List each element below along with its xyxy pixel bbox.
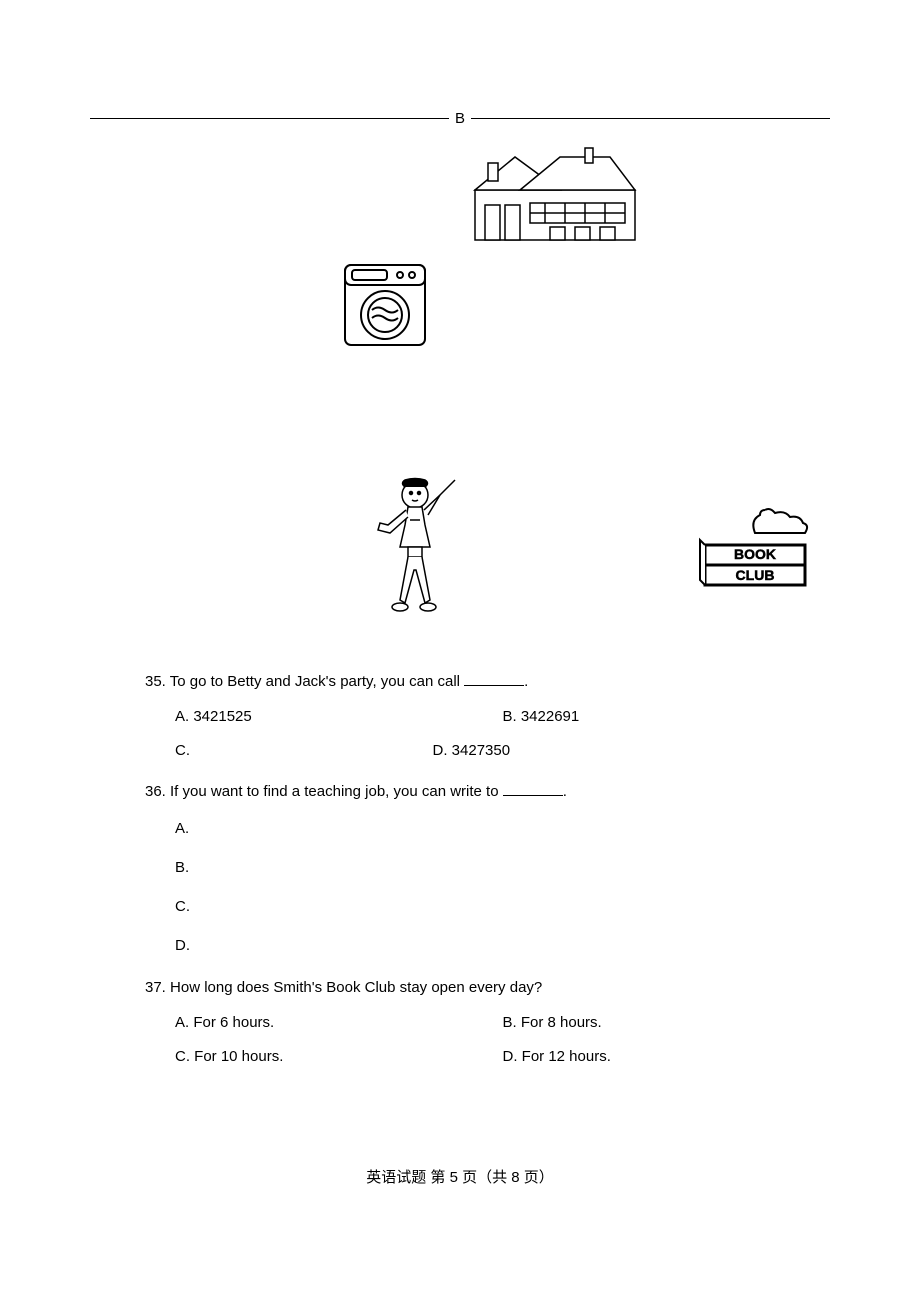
washing-machine-icon [340,260,430,354]
q36-option-c: C. [175,887,830,926]
section-line-right [471,118,830,119]
bookclub-text1: BOOK [734,546,776,562]
q37-option-d: D. For 12 hours. [503,1040,831,1075]
q35-option-d: D. 3427350 [433,734,761,769]
q36-option-b: B. [175,848,830,887]
q35-option-a: A. 3421525 [175,700,503,735]
book-club-icon: BOOK CLUB [695,505,815,599]
image-area: BOOK CLUB [90,135,830,665]
q36-blank [503,795,563,796]
q35-prompt-post: . [524,673,528,690]
q35-blank [464,685,524,686]
q37-option-b: B. For 8 hours. [503,1006,831,1041]
question-35: 35. To go to Betty and Jack's party, you… [145,665,830,769]
q37-prompt: 37. How long does Smith's Book Club stay… [145,971,830,1006]
q37-option-c: C. For 10 hours. [175,1040,503,1075]
teacher-lady-icon [370,475,470,629]
page-footer: 英语试题 第 5 页（共 8 页） [0,1166,920,1187]
question-37: 37. How long does Smith's Book Club stay… [145,971,830,1075]
section-header: B [90,110,830,127]
q36-option-a: A. [175,809,830,848]
q36-prompt-pre: 36. If you want to find a teaching job, … [145,783,503,800]
section-line-left [90,118,449,119]
section-label: B [449,110,471,127]
q36-option-d: D. [175,926,830,965]
q35-prompt-pre: 35. To go to Betty and Jack's party, you… [145,673,464,690]
house-icon [470,145,640,249]
q37-option-a: A. For 6 hours. [175,1006,503,1041]
bookclub-text2: CLUB [736,567,775,583]
q36-prompt-post: . [563,783,567,800]
q35-option-b: B. 3422691 [503,700,831,735]
question-36: 36. If you want to find a teaching job, … [145,775,830,966]
